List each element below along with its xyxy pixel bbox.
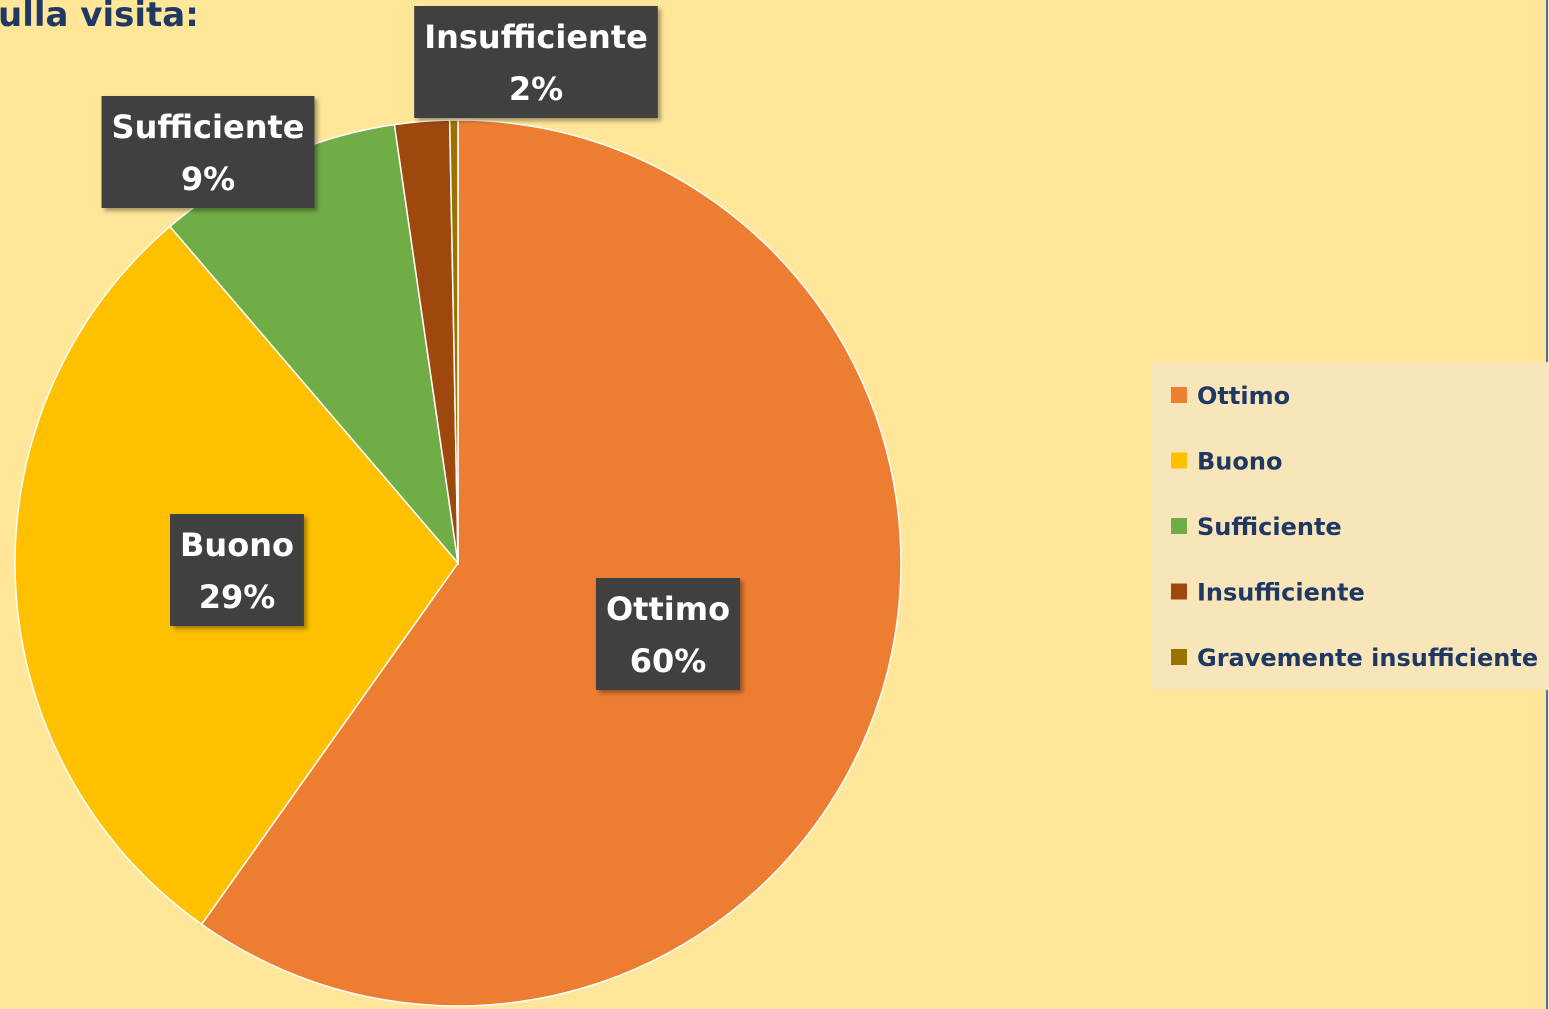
legend-label: Buono: [1197, 448, 1282, 476]
data-label-box: [414, 6, 658, 118]
data-label-value: 2%: [509, 70, 563, 108]
data-label-category: Insufficiente: [424, 18, 648, 56]
data-label-value: 29%: [199, 578, 276, 616]
legend-label: Sufficiente: [1197, 513, 1342, 541]
legend-swatch: [1171, 452, 1187, 469]
legend: Ottimo Buono Sufficiente Insufficiente Grave…: [1171, 382, 1538, 672]
legend-label: Insufficiente: [1197, 579, 1365, 607]
data-label-value: 60%: [630, 642, 707, 680]
pie-slice: [200, 119, 902, 1007]
data-label-box: [101, 96, 315, 208]
data-label-box: [170, 514, 304, 626]
data-label: Ottimo 60%: [595, 578, 741, 690]
data-label: Sufficiente 9%: [101, 96, 315, 208]
data-label-category: Buono: [180, 526, 294, 564]
data-label-box: [595, 578, 741, 690]
legend-swatch: [1171, 387, 1187, 403]
legend-box: [1151, 362, 1549, 690]
pie-slice: [448, 119, 459, 564]
data-label-value: 9%: [181, 160, 235, 198]
data-label: Buono 29%: [170, 514, 304, 626]
data-label-category: Sufficiente: [112, 108, 305, 146]
legend-swatch: [1171, 583, 1187, 600]
legend-label: Gravemente insufficiente: [1197, 644, 1538, 672]
data-labels: Ottimo 60% Buono 29% Sufficiente 9% Insufficie…: [101, 6, 741, 690]
legend-swatch: [1171, 518, 1187, 534]
legend-swatch: [1171, 649, 1187, 665]
pie: [14, 119, 902, 1007]
data-label-category: Ottimo: [606, 590, 730, 628]
chart-title: ulla visita:: [0, 0, 199, 35]
legend-label: Ottimo: [1197, 382, 1290, 410]
data-label: Insufficiente 2%: [414, 6, 658, 118]
